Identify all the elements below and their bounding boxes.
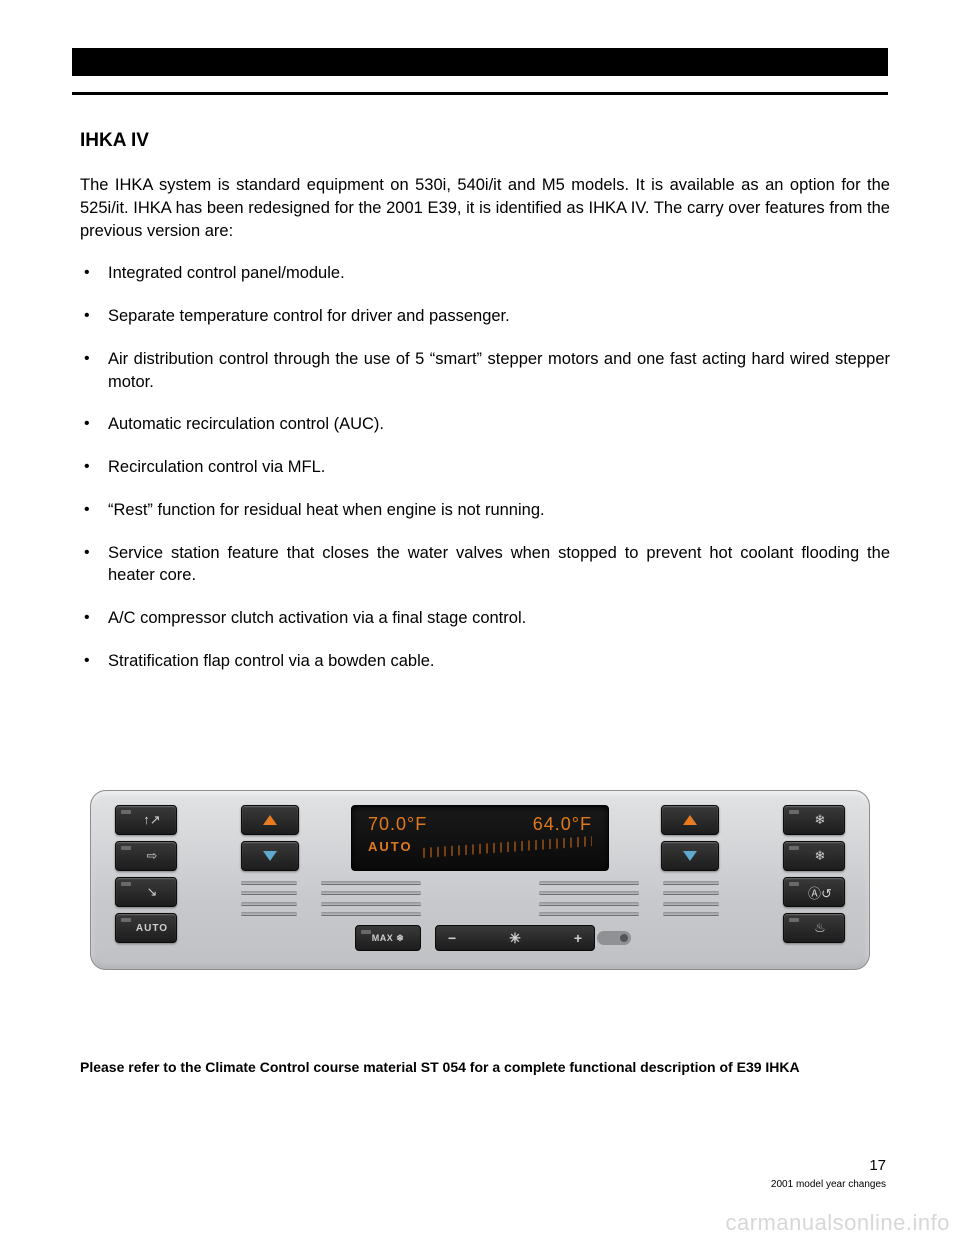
intro-paragraph: The IHKA system is standard equipment on… <box>80 174 890 242</box>
header-black-bar <box>72 48 888 76</box>
recirc-icon: Ⓐ↺ <box>808 883 832 902</box>
section-heading: IHKA IV <box>80 130 890 152</box>
vent-grille <box>663 881 719 915</box>
ac-button[interactable]: ❄ <box>783 841 845 871</box>
list-item: Service station feature that closes the … <box>80 542 890 588</box>
rear-defrost-button[interactable]: ♨ <box>783 913 845 943</box>
list-item: Stratification flap control via a bowden… <box>80 650 890 673</box>
header-rule <box>72 92 888 95</box>
triangle-down-icon <box>263 851 277 861</box>
fan-plus-icon: + <box>574 930 582 946</box>
climate-panel-figure: ↑↗ ⇨ ↘ AUTO ❄ ❄ Ⓐ↺ ♨ 70.0°F 64.0°F AUTO <box>90 790 870 970</box>
passenger-temp-up-button[interactable] <box>661 805 719 835</box>
vent-floor-button[interactable]: ↘ <box>115 877 177 907</box>
vent-face-icon: ⇨ <box>147 848 158 864</box>
vent-grille <box>539 881 639 915</box>
auto-button[interactable]: AUTO <box>115 913 177 943</box>
interior-sensor <box>597 931 631 945</box>
auc-button[interactable]: Ⓐ↺ <box>783 877 845 907</box>
triangle-up-icon <box>683 815 697 825</box>
vent-upper-button[interactable]: ↑↗ <box>115 805 177 835</box>
list-item: Integrated control panel/module. <box>80 262 890 285</box>
footer-text: 2001 model year changes <box>771 1179 886 1190</box>
vent-upper-icon: ↑↗ <box>143 812 160 828</box>
list-item: Air distribution control through the use… <box>80 348 890 394</box>
list-item: Separate temperature control for driver … <box>80 305 890 328</box>
fan-minus-icon: − <box>448 930 456 946</box>
list-item: A/C compressor clutch activation via a f… <box>80 607 890 630</box>
list-item: Recirculation control via MFL. <box>80 456 890 479</box>
list-item: Automatic recirculation control (AUC). <box>80 413 890 436</box>
snowflake-icon: ❄ <box>815 848 826 864</box>
vent-floor-icon: ↘ <box>147 884 158 900</box>
max-label: MAX ❄ <box>372 933 405 944</box>
passenger-temp-down-button[interactable] <box>661 841 719 871</box>
mode-readout: AUTO <box>368 839 413 854</box>
list-item: “Rest” function for residual heat when e… <box>80 499 890 522</box>
front-defrost-button[interactable]: ❄ <box>783 805 845 835</box>
rear-defrost-icon: ♨ <box>814 920 826 936</box>
page-number: 17 <box>869 1157 886 1174</box>
vent-face-button[interactable]: ⇨ <box>115 841 177 871</box>
feature-list: Integrated control panel/module. Separat… <box>80 262 890 672</box>
driver-temp-readout: 70.0°F <box>368 814 427 835</box>
triangle-up-icon <box>263 815 277 825</box>
page-content: IHKA IV The IHKA system is standard equi… <box>80 130 890 693</box>
driver-temp-up-button[interactable] <box>241 805 299 835</box>
auto-label: AUTO <box>136 923 168 934</box>
fan-icon: ✳ <box>506 929 524 947</box>
watermark: carmanualsonline.info <box>725 1210 950 1236</box>
vent-grille <box>241 881 297 915</box>
fan-level-indicator <box>423 836 592 858</box>
climate-panel: ↑↗ ⇨ ↘ AUTO ❄ ❄ Ⓐ↺ ♨ 70.0°F 64.0°F AUTO <box>90 790 870 970</box>
triangle-down-icon <box>683 851 697 861</box>
fan-speed-control[interactable]: − ✳ + <box>435 925 595 951</box>
defrost-icon: ❄ <box>815 812 826 828</box>
reference-note: Please refer to the Climate Control cour… <box>80 1058 888 1078</box>
passenger-temp-readout: 64.0°F <box>533 814 592 835</box>
driver-temp-down-button[interactable] <box>241 841 299 871</box>
temperature-display: 70.0°F 64.0°F AUTO <box>351 805 609 871</box>
max-ac-button[interactable]: MAX ❄ <box>355 925 421 951</box>
vent-grille <box>321 881 421 915</box>
